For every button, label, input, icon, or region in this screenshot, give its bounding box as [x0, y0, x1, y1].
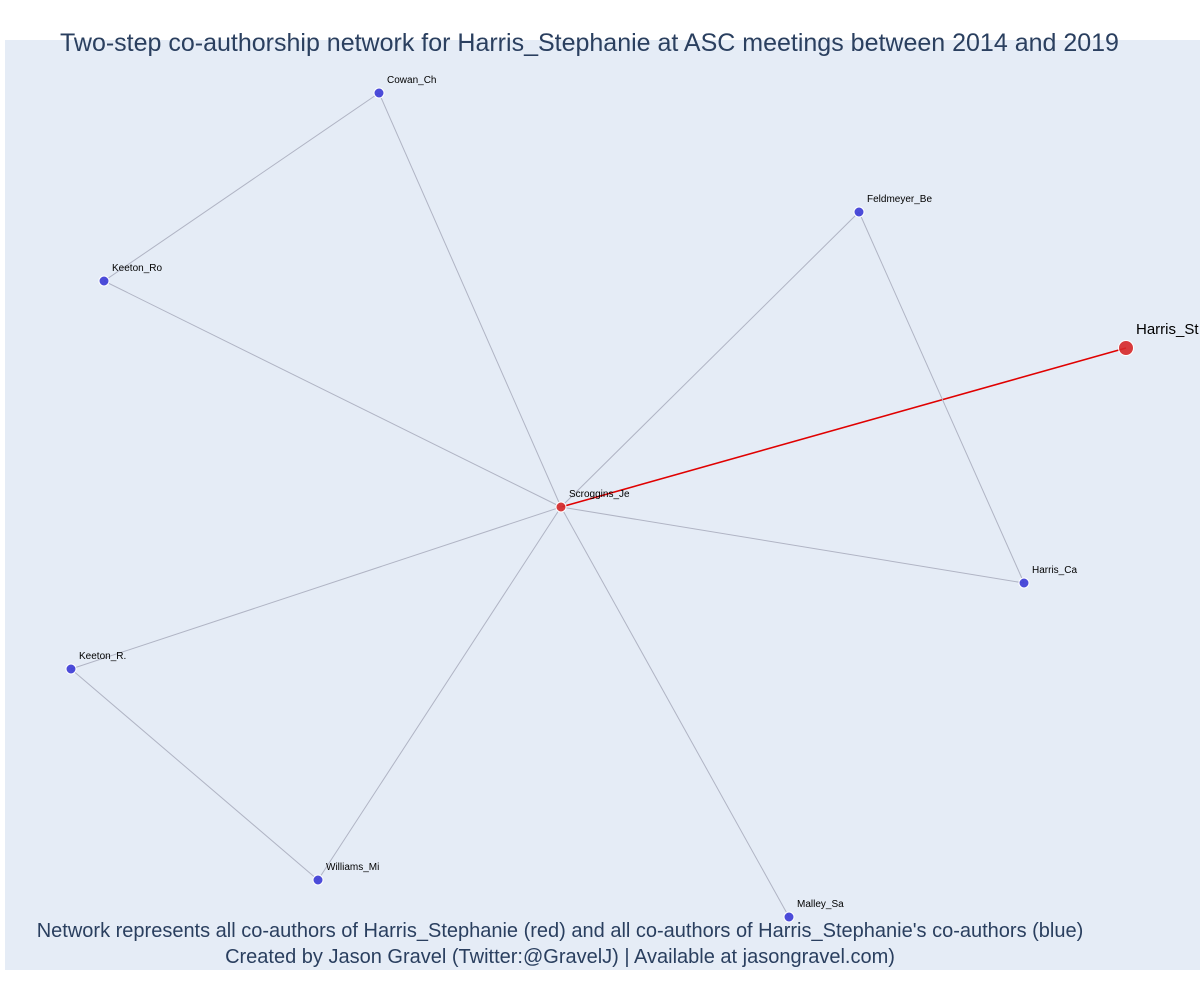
node-label-cowan-ch: Cowan_Ch — [387, 75, 436, 86]
node-scroggins-je[interactable] — [555, 501, 567, 513]
node-label-feldmeyer-be: Feldmeyer_Be — [867, 194, 932, 205]
chart-title: Two-step co-authorship network for Harri… — [60, 29, 1119, 57]
node-feldmeyer-be[interactable] — [853, 206, 865, 218]
caption-line-2: Created by Jason Gravel (Twitter:@Gravel… — [225, 946, 895, 968]
node-malley-sa[interactable] — [783, 911, 795, 923]
node-label-williams-mi: Williams_Mi — [326, 862, 379, 873]
node-label-keeton-r: Keeton_R. — [79, 651, 126, 662]
edge-feldmeyer-be-harris-ca — [858, 211, 1025, 584]
node-label-harris-stephanie: Harris_St — [1136, 321, 1199, 338]
edge-scroggins-je-malley-sa — [560, 506, 790, 918]
node-keeton-r[interactable] — [65, 663, 77, 675]
nodes-layer — [65, 87, 1134, 923]
labels-layer: Harris_St Scroggins_Je Cowan_Ch Keeton_Ro Fe… — [79, 75, 1199, 910]
edge-cowan-ch-keeton-ro — [103, 92, 380, 282]
edge-harris-stephanie-scroggins-je — [560, 347, 1127, 508]
caption: Network represents all co-authors of Har… — [0, 918, 1120, 970]
edges-layer — [70, 92, 1127, 918]
node-cowan-ch[interactable] — [373, 87, 385, 99]
node-harris-stephanie[interactable] — [1118, 340, 1134, 356]
node-label-keeton-ro: Keeton_Ro — [112, 263, 162, 274]
caption-line-1: Network represents all co-authors of Har… — [36, 920, 1084, 942]
edge-scroggins-je-feldmeyer-be — [560, 211, 860, 508]
edge-scroggins-je-harris-ca — [560, 506, 1025, 584]
node-label-harris-ca: Harris_Ca — [1032, 565, 1077, 576]
plot-area — [5, 40, 1200, 970]
edge-scroggins-je-cowan-ch — [378, 92, 562, 508]
edge-keeton-r-williams-mi — [70, 668, 319, 881]
node-keeton-ro[interactable] — [98, 275, 110, 287]
edge-scroggins-je-keeton-r — [70, 506, 562, 670]
node-label-malley-sa: Malley_Sa — [797, 899, 844, 910]
node-harris-ca[interactable] — [1018, 577, 1030, 589]
edge-scroggins-je-keeton-ro — [103, 280, 562, 508]
node-label-scroggins-je: Scroggins_Je — [569, 489, 630, 500]
edge-scroggins-je-williams-mi — [317, 506, 562, 881]
node-williams-mi[interactable] — [312, 874, 324, 886]
